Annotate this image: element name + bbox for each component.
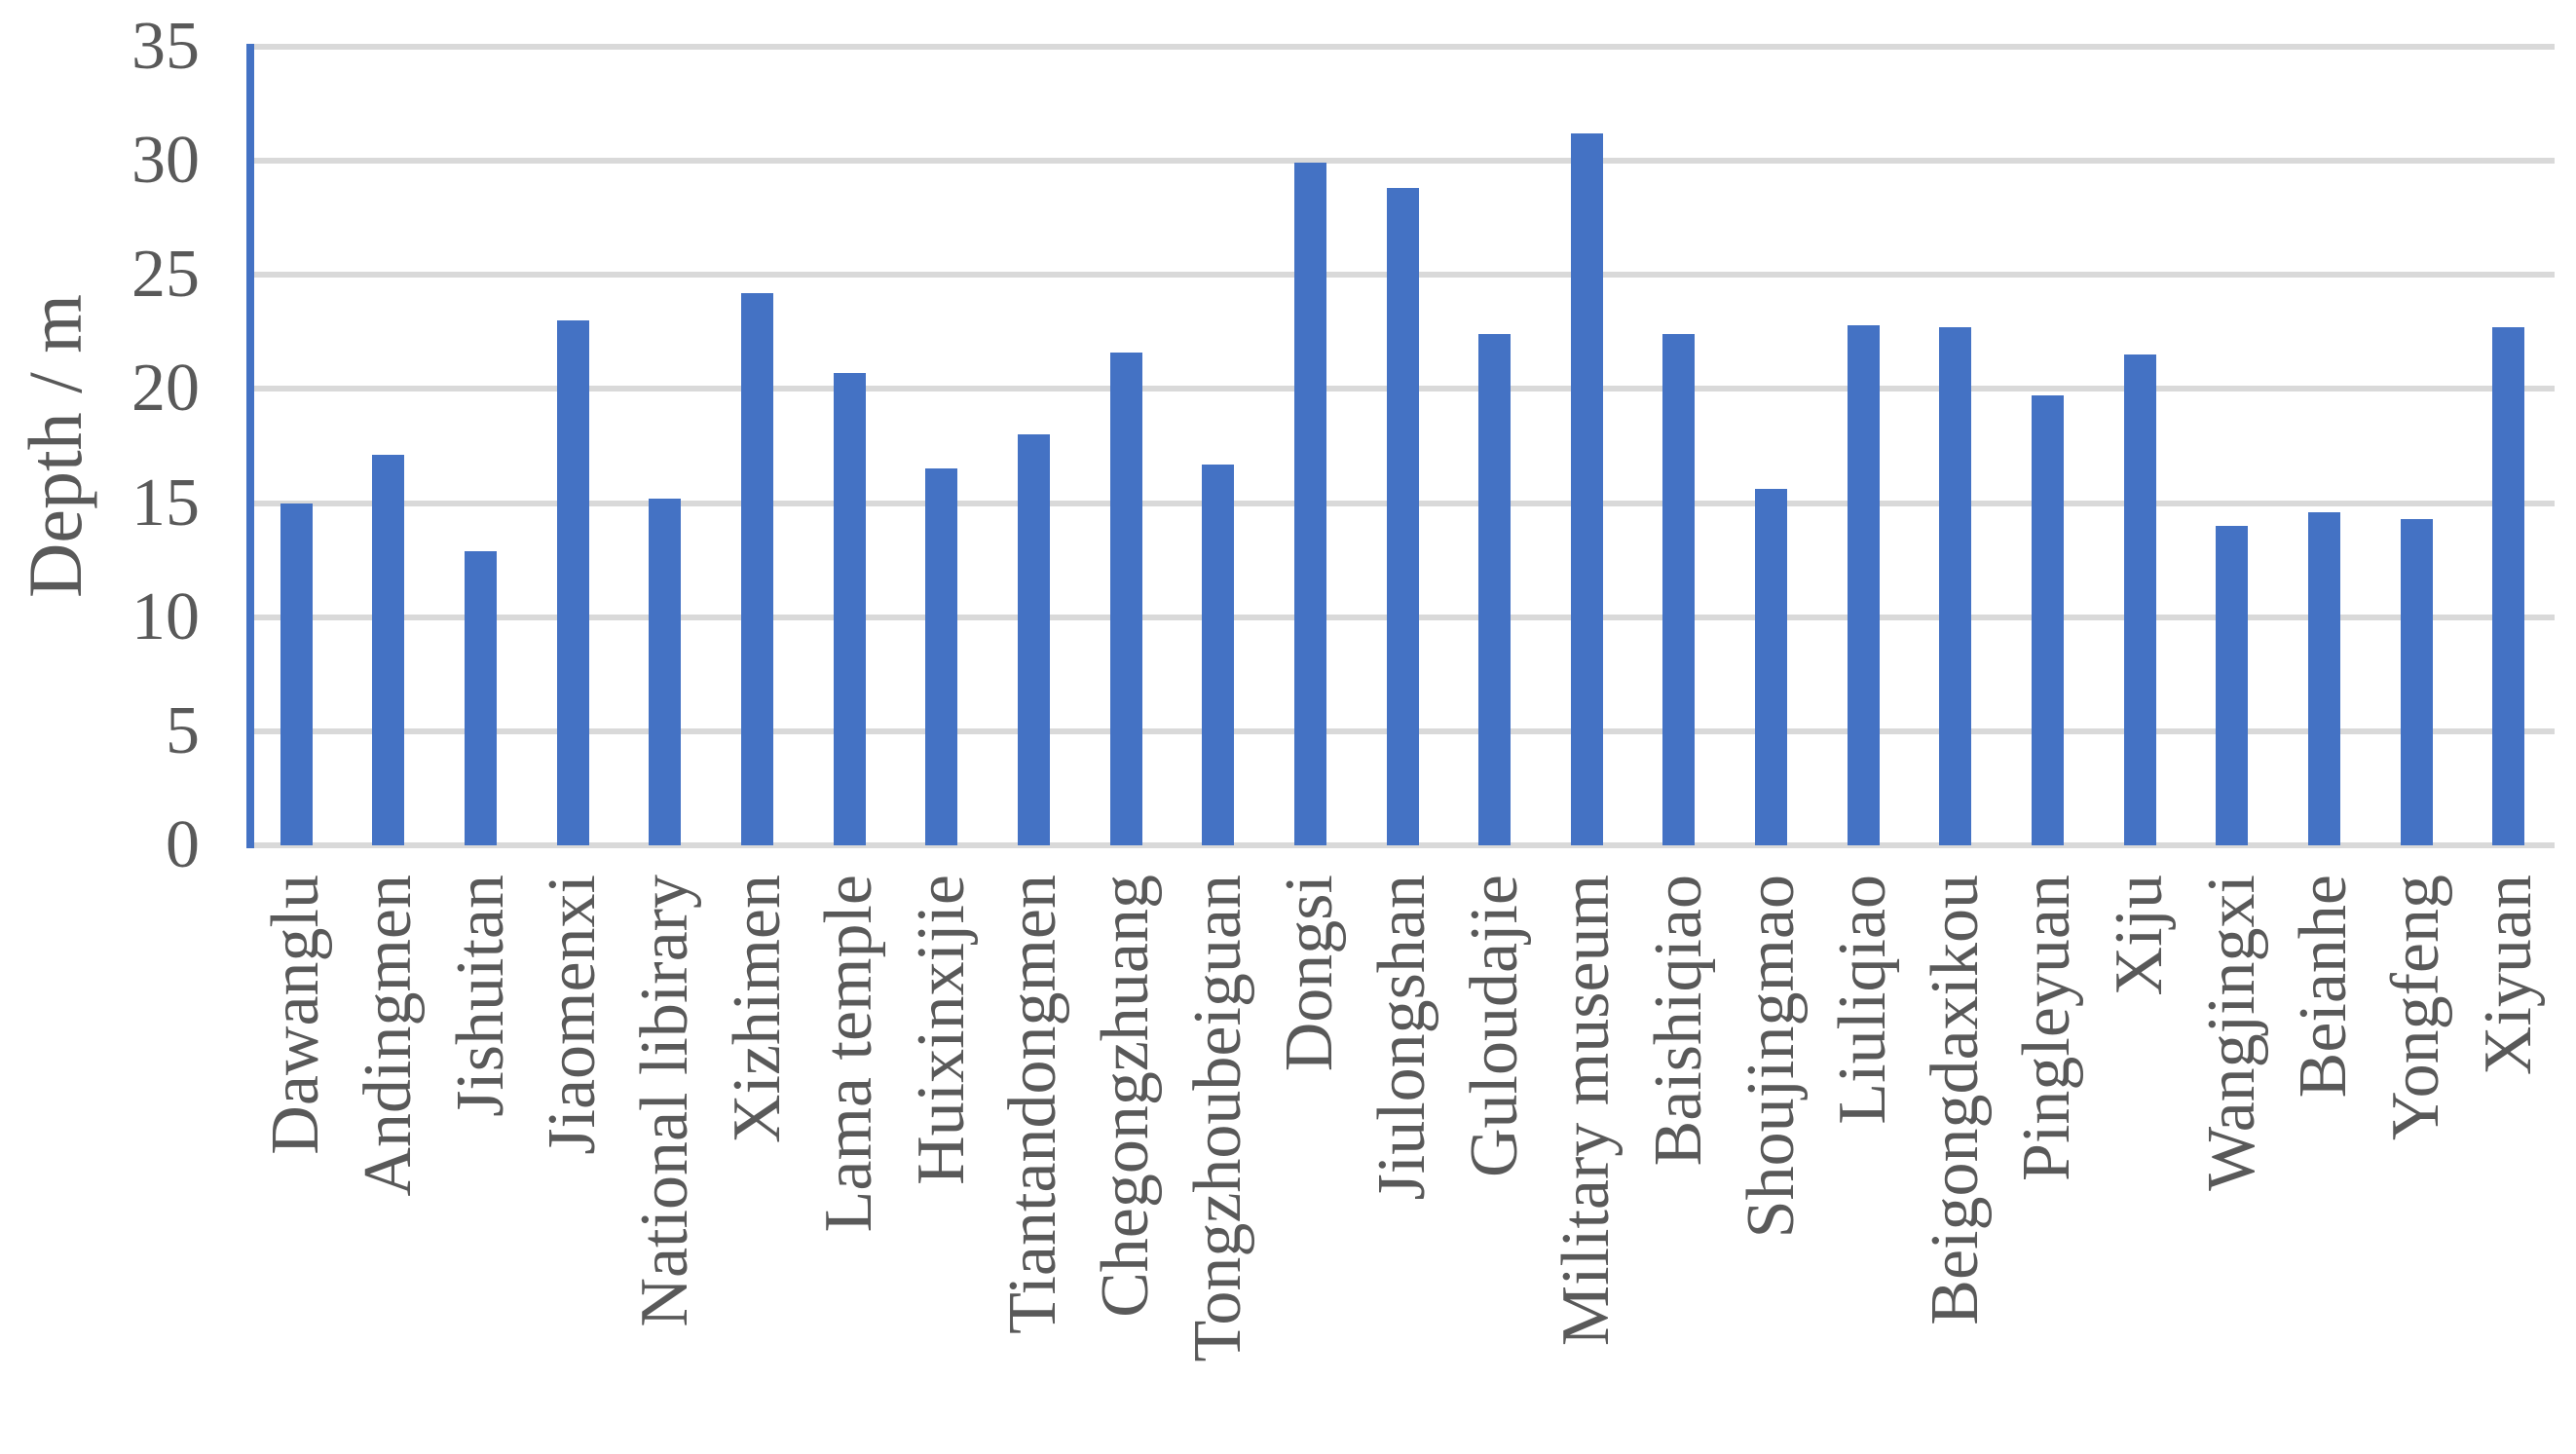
bar-tiantandongmen <box>1017 434 1050 845</box>
x-label-cell: Wangjingxi <box>2185 875 2278 1454</box>
bar-beianhe <box>2307 511 2340 845</box>
x-label-cell: Yongfeng <box>2371 875 2463 1454</box>
x-label-huixinxijie: Huixinxijie <box>903 875 979 1185</box>
y-tick-label-35: 35 <box>131 8 200 84</box>
bar-guloudajie <box>1478 334 1512 845</box>
x-label-guloudajie: Guloudajie <box>1456 875 1532 1178</box>
y-axis-line <box>246 43 254 848</box>
bar-pingleyuan <box>2031 395 2064 845</box>
x-label-xiyuan: Xiyuan <box>2470 875 2546 1076</box>
x-label-chegongzhuang: Chegongzhuang <box>1088 875 1164 1318</box>
y-tick-label-30: 30 <box>131 123 200 199</box>
x-label-pingleyuan: Pingleyuan <box>2009 875 2085 1181</box>
bar-chegongzhuang <box>1109 352 1142 845</box>
x-label-andingmen: Andingmen <box>350 875 426 1197</box>
x-label-lama-temple: Lama temple <box>811 875 887 1233</box>
x-label-cell: Military museum <box>1541 875 1633 1454</box>
x-label-cell: Xiyuan <box>2462 875 2555 1454</box>
bar-baishiqiao <box>1662 334 1696 845</box>
bar-andingmen <box>372 455 405 845</box>
x-label-xiju: Xiju <box>2102 875 2178 996</box>
bar-jiulongshan <box>1386 188 1419 845</box>
x-label-cell: Andingmen <box>343 875 435 1454</box>
x-label-beianhe: Beianhe <box>2286 875 2362 1099</box>
x-label-cell: Beigongdaxikou <box>1910 875 2002 1454</box>
bar-yongfeng <box>2400 518 2433 845</box>
bar-wangjingxi <box>2216 525 2249 845</box>
x-label-cell: Pingleyuan <box>2001 875 2094 1454</box>
y-tick-label-25: 25 <box>131 237 200 313</box>
x-label-cell: Xiju <box>2094 875 2186 1454</box>
x-label-cell: National libirary <box>619 875 712 1454</box>
y-tick-label-20: 20 <box>131 351 200 427</box>
x-label-xizhimen: Xizhimen <box>719 875 795 1144</box>
y-tick-label-15: 15 <box>131 465 200 541</box>
x-axis-baseline <box>250 842 2555 848</box>
x-label-jiaomenxi: Jiaomenxi <box>535 875 611 1155</box>
x-label-shoujingmao: Shoujingmao <box>1733 875 1809 1239</box>
x-label-cell: Jiaomenxi <box>527 875 619 1454</box>
x-label-national-libirary: National libirary <box>626 875 702 1327</box>
y-axis-title: Depth / m <box>13 293 97 598</box>
bar-liuliqiao <box>1847 324 1880 845</box>
x-label-cell: Xizhimen <box>711 875 803 1454</box>
bar-huixinxijie <box>925 468 958 845</box>
x-label-cell: Huixinxijie <box>895 875 988 1454</box>
gridline-30 <box>250 158 2555 165</box>
x-label-cell: Guloudajie <box>1448 875 1541 1454</box>
x-label-dongsi: Dongsi <box>1272 875 1348 1072</box>
x-axis-labels: Dawanglu Andingmen Jishuitan Jiaomenxi Natio… <box>250 875 2555 1454</box>
x-label-jishuitan: Jishuitan <box>442 875 518 1117</box>
x-label-cell: Shoujingmao <box>1725 875 1817 1454</box>
bar-shoujingmao <box>1755 489 1788 845</box>
y-tick-label-0: 0 <box>166 807 200 882</box>
x-label-cell: Tiantandongmen <box>988 875 1080 1454</box>
gridline-35 <box>250 43 2555 50</box>
x-label-tiantandongmen: Tiantandongmen <box>995 875 1071 1334</box>
x-label-cell: Liuliqiao <box>1817 875 1910 1454</box>
x-label-cell: Baishiqiao <box>1633 875 1726 1454</box>
x-label-cell: Chegongzhuang <box>1080 875 1173 1454</box>
x-label-cell: Tongzhoubeiguan <box>1172 875 1264 1454</box>
bar-beigongdaxikou <box>1939 327 1972 845</box>
bar-xizhimen <box>741 292 774 845</box>
x-label-cell: Jishuitan <box>434 875 527 1454</box>
x-label-cell: Beianhe <box>2278 875 2371 1454</box>
x-label-baishiqiao: Baishiqiao <box>1640 875 1716 1167</box>
bar-military-museum <box>1570 132 1603 845</box>
bar-xiju <box>2123 354 2156 845</box>
x-label-jiulongshan: Jiulongshan <box>1364 875 1439 1201</box>
bar-tongzhoubeiguan <box>1202 464 1235 845</box>
x-label-liuliqiao: Liuliqiao <box>1825 875 1901 1125</box>
bar-xiyuan <box>2492 327 2525 845</box>
x-label-beigongdaxikou: Beigongdaxikou <box>1917 875 1993 1325</box>
bar-national-libirary <box>649 498 682 845</box>
x-label-cell: Lama temple <box>803 875 896 1454</box>
bar-jiaomenxi <box>556 320 589 845</box>
x-label-cell: Dongsi <box>1264 875 1357 1454</box>
x-label-tongzhoubeiguan: Tongzhoubeiguan <box>1179 875 1255 1362</box>
y-tick-label-5: 5 <box>166 692 200 768</box>
x-label-cell: Dawanglu <box>250 875 343 1454</box>
bar-dongsi <box>1293 163 1326 845</box>
x-label-wangjingxi: Wangjingxi <box>2193 875 2269 1191</box>
bar-lama-temple <box>833 372 866 845</box>
x-label-dawanglu: Dawanglu <box>258 875 334 1155</box>
x-label-cell: Jiulongshan <box>1357 875 1449 1454</box>
bar-dawanglu <box>280 503 313 845</box>
bar-jishuitan <box>465 550 498 845</box>
x-label-military-museum: Military museum <box>1549 875 1624 1347</box>
y-tick-label-10: 10 <box>131 578 200 654</box>
x-label-yongfeng: Yongfeng <box>2378 875 2454 1140</box>
